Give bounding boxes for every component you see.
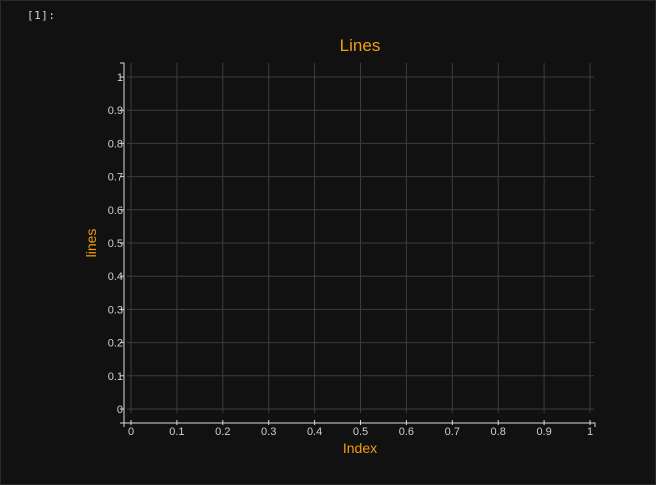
y-tick-label: 0.1 bbox=[108, 371, 123, 383]
x-axis-line bbox=[123, 422, 596, 427]
x-tick-label: 0.2 bbox=[215, 426, 230, 438]
x-axis-ticks: 0 0.1 0.2 0.3 0.4 0.5 0.6 0.7 0.8 0.9 1 bbox=[128, 420, 593, 438]
y-tick-label: 1 bbox=[117, 72, 123, 84]
y-tick-label: 0.5 bbox=[108, 238, 123, 250]
y-tick-label: 0.4 bbox=[108, 271, 123, 283]
x-tick-label: 0.7 bbox=[445, 426, 460, 438]
x-tick-label: 0.6 bbox=[399, 426, 414, 438]
chart-title: Lines bbox=[340, 36, 381, 55]
x-tick-label: 0.9 bbox=[536, 426, 551, 438]
y-tick-label: 0 bbox=[117, 404, 123, 416]
x-tick-label: 0.8 bbox=[491, 426, 506, 438]
y-axis-ticks: 0 0.1 0.2 0.3 0.4 0.5 0.6 0.7 0.8 0.9 1 bbox=[108, 72, 124, 416]
x-tick-label: 0.5 bbox=[353, 426, 368, 438]
y-axis-title: lines bbox=[83, 229, 99, 258]
x-tick-label: 0.3 bbox=[261, 426, 276, 438]
x-tick-label: 0.4 bbox=[307, 426, 322, 438]
x-tick-label: 0 bbox=[128, 426, 134, 438]
y-tick-label: 0.6 bbox=[108, 205, 123, 217]
y-tick-label: 0.3 bbox=[108, 304, 123, 316]
x-axis-title: Index bbox=[343, 440, 377, 456]
grid-lines bbox=[127, 63, 594, 413]
y-tick-label: 0.2 bbox=[108, 338, 123, 350]
x-tick-label: 0.1 bbox=[169, 426, 184, 438]
output-prompt: [1]: bbox=[27, 9, 56, 22]
x-tick-label: 1 bbox=[587, 426, 593, 438]
y-tick-label: 0.7 bbox=[108, 172, 123, 184]
y-tick-label: 0.8 bbox=[108, 138, 123, 150]
axes bbox=[120, 62, 596, 427]
y-tick-label: 0.9 bbox=[108, 105, 123, 117]
